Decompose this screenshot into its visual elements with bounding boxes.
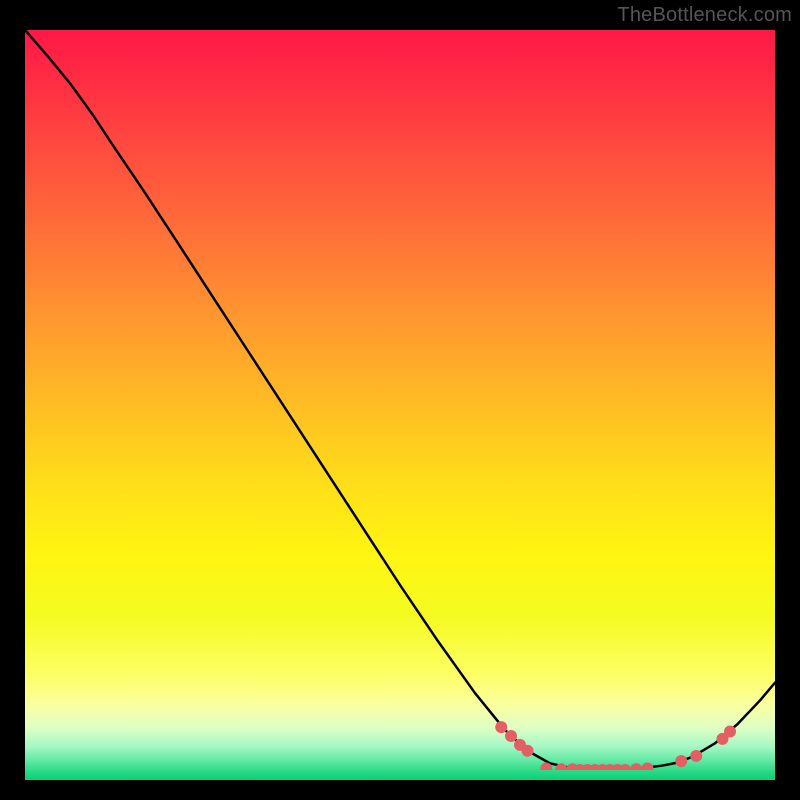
marker-group	[495, 721, 736, 770]
data-marker	[522, 745, 534, 757]
watermark-text: TheBottleneck.com	[617, 4, 792, 27]
data-marker	[495, 721, 507, 733]
data-marker	[505, 730, 517, 742]
curve-line	[25, 30, 775, 770]
data-marker	[724, 726, 736, 738]
data-marker	[619, 764, 631, 770]
data-marker	[690, 750, 702, 762]
chart-svg	[25, 30, 775, 770]
data-marker	[630, 763, 642, 770]
data-marker	[642, 763, 654, 770]
plot-frame	[25, 30, 775, 770]
data-marker	[675, 755, 687, 767]
plot-area	[25, 30, 775, 770]
